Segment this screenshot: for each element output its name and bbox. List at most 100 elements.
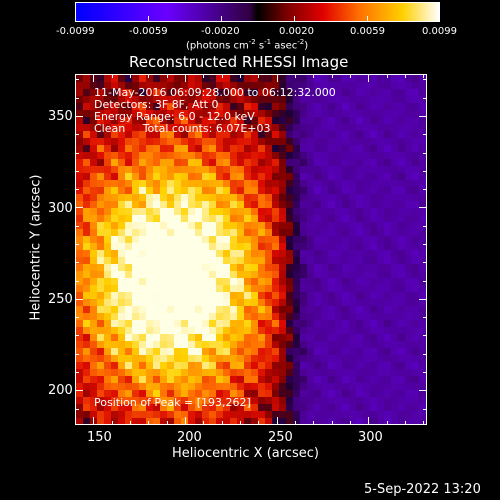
heatmap-cell [286, 89, 293, 96]
heatmap-cell [90, 208, 97, 215]
heatmap-cell [153, 397, 160, 404]
heatmap-cell [363, 334, 370, 341]
heatmap-cell [181, 418, 188, 424]
heatmap-cell [160, 201, 167, 208]
heatmap-cell [132, 334, 139, 341]
heatmap-cell [335, 159, 342, 166]
heatmap-cell [125, 313, 132, 320]
heatmap-cell [90, 173, 97, 180]
heatmap-cell [125, 138, 132, 145]
heatmap-cell [160, 404, 167, 411]
heatmap-cell [412, 278, 419, 285]
heatmap-cell [398, 236, 405, 243]
heatmap-cell [314, 89, 321, 96]
heatmap-cell [405, 348, 412, 355]
heatmap-cell [237, 89, 244, 96]
heatmap-cell [76, 341, 83, 348]
heatmap-cell [363, 369, 370, 376]
heatmap-cell [90, 271, 97, 278]
heatmap-cell [272, 292, 279, 299]
heatmap-cell [146, 285, 153, 292]
heatmap-cell [272, 313, 279, 320]
heatmap-cell [251, 341, 258, 348]
heatmap-cell [349, 278, 356, 285]
heatmap-cell [405, 117, 412, 124]
heatmap-cell [153, 334, 160, 341]
heatmap-cell [405, 243, 412, 250]
heatmap-cell [342, 180, 349, 187]
heatmap-cell [132, 404, 139, 411]
heatmap-cell [90, 383, 97, 390]
heatmap-cell [335, 215, 342, 222]
heatmap-cell [181, 201, 188, 208]
heatmap-cell [356, 89, 363, 96]
heatmap-cell [146, 138, 153, 145]
heatmap-cell [139, 152, 146, 159]
heatmap-cell [237, 306, 244, 313]
heatmap-cell [188, 131, 195, 138]
heatmap-cell [363, 96, 370, 103]
heatmap-cell [265, 103, 272, 110]
heatmap-cell [139, 341, 146, 348]
heatmap-cell [76, 404, 83, 411]
heatmap-cell [195, 348, 202, 355]
heatmap-cell [181, 285, 188, 292]
heatmap-cell [97, 187, 104, 194]
heatmap-cell [223, 278, 230, 285]
heatmap-cell [244, 299, 251, 306]
heatmap-cell [146, 110, 153, 117]
heatmap-cell [377, 334, 384, 341]
heatmap-cell [195, 96, 202, 103]
heatmap-cell [272, 362, 279, 369]
heatmap-cell [174, 292, 181, 299]
heatmap-cell [349, 194, 356, 201]
heatmap-cell [328, 383, 335, 390]
heatmap-cell [349, 229, 356, 236]
heatmap-cell [216, 320, 223, 327]
heatmap-cell [377, 173, 384, 180]
heatmap-cell [321, 292, 328, 299]
heatmap-cell [279, 89, 286, 96]
heatmap-cell [76, 397, 83, 404]
heatmap-cell [349, 89, 356, 96]
heatmap-cell [97, 264, 104, 271]
heatmap-cell [209, 383, 216, 390]
heatmap-cell [384, 299, 391, 306]
heatmap-cell [251, 166, 258, 173]
heatmap-cell [237, 166, 244, 173]
heatmap-cell [188, 341, 195, 348]
heatmap-cell [188, 390, 195, 397]
heatmap-cell [153, 243, 160, 250]
heatmap-cell [377, 411, 384, 418]
heatmap-cell [363, 180, 370, 187]
heatmap-cell [237, 208, 244, 215]
heatmap-cell [97, 180, 104, 187]
heatmap-cell [272, 180, 279, 187]
heatmap-cell [167, 341, 174, 348]
heatmap-cell [167, 369, 174, 376]
heatmap-cell [265, 117, 272, 124]
heatmap-cell [356, 418, 363, 424]
heatmap-cell [83, 103, 90, 110]
heatmap-cell [167, 397, 174, 404]
heatmap-cell [167, 201, 174, 208]
heatmap-cell [195, 180, 202, 187]
heatmap-cell [209, 131, 216, 138]
heatmap-cell [160, 271, 167, 278]
heatmap-cell [384, 89, 391, 96]
heatmap-cell [125, 285, 132, 292]
heatmap-cell [328, 404, 335, 411]
heatmap-cell [90, 166, 97, 173]
heatmap-cell [97, 75, 104, 82]
heatmap-cell [391, 166, 398, 173]
heatmap-cell [300, 110, 307, 117]
heatmap-cell [265, 96, 272, 103]
heatmap-cell [342, 103, 349, 110]
heatmap-cell [300, 215, 307, 222]
heatmap-cell [237, 404, 244, 411]
heatmap-cell [146, 362, 153, 369]
heatmap-cell [356, 292, 363, 299]
heatmap-cell [139, 327, 146, 334]
heatmap-cell [272, 327, 279, 334]
heatmap-cell [384, 341, 391, 348]
